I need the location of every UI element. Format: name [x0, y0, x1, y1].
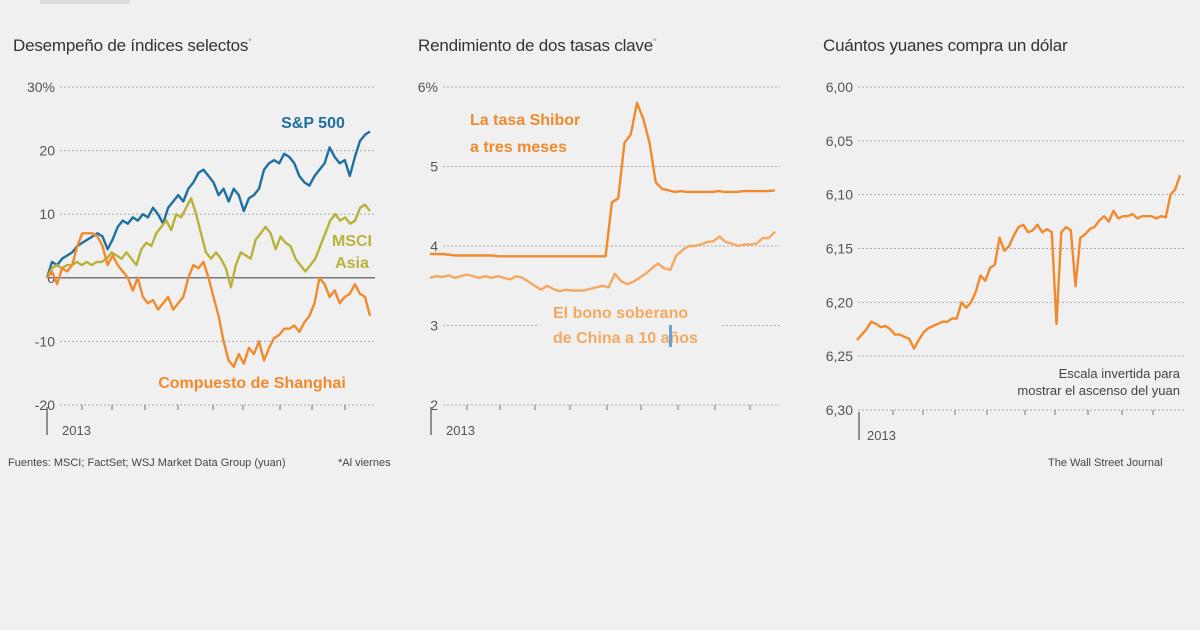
series-label: Compuesto de Shanghai	[158, 375, 346, 392]
y-tick-label: 6%	[418, 79, 438, 95]
chart-2: 6% 5 4 3 2 2013 La tasa Shibor a tres meses El b…	[418, 79, 780, 438]
y-tick-label: 6,00	[826, 79, 853, 95]
y-tick-label: 10	[39, 206, 55, 222]
chart-1: 30% 20 10 0 -10 -20 2013 S&P 500 MSCI Asia Compues…	[27, 79, 375, 438]
series-line-la-tasa-shibor-a-tres-meses	[430, 101, 776, 258]
chart-2-title-text: Rendimiento de dos tasas clave	[418, 36, 653, 55]
y-tick-label: 0	[47, 270, 55, 286]
series-label: S&P 500	[281, 115, 345, 132]
x-year-label: 2013	[62, 423, 91, 438]
footnote: *Al viernes	[338, 457, 391, 469]
sources-note: Fuentes: MSCI; FactSet; WSJ Market Data …	[8, 457, 286, 469]
chart-1-title-marker: *	[248, 36, 252, 47]
chart-3-title: Cuántos yuanes compra un dólar	[823, 36, 1068, 56]
inverted-scale-note: mostrar el ascenso del yuan	[1017, 383, 1180, 398]
y-tick-label: -10	[35, 333, 55, 349]
y-tick-label: -20	[35, 397, 55, 413]
chart-3: 6,00 6,05 6,10 6,15 6,20 6,25 6,30 2013 Escala i…	[826, 79, 1185, 443]
y-tick-label: 6,10	[826, 187, 853, 203]
series-label: a tres meses	[470, 139, 567, 156]
chart-3-title-text: Cuántos yuanes compra un dólar	[823, 36, 1068, 55]
y-tick-label: 6,15	[826, 241, 853, 257]
series-line-yuan-por-d-lar	[856, 174, 1182, 350]
chart-1-title-text: Desempeño de índices selectos	[13, 36, 249, 55]
series-label: MSCI	[332, 233, 372, 250]
chart-2-title-marker: *	[652, 36, 657, 47]
wsj-credit: The Wall Street Journal	[1048, 457, 1163, 469]
text-cursor-marker	[669, 325, 672, 347]
x-year-label: 2013	[867, 428, 896, 443]
series-line-compuesto-de-shanghai	[46, 232, 372, 368]
series-line-s-p-500	[45, 130, 371, 279]
chart-1-title: Desempeño de índices selectos*	[13, 36, 252, 56]
y-tick-label: 6,25	[826, 348, 853, 364]
series-label: de China a 10 años	[553, 330, 698, 347]
series-line-msci-asia	[45, 197, 371, 289]
series-label: El bono soberano	[553, 305, 688, 322]
inverted-scale-note: Escala invertida para	[1059, 366, 1181, 381]
y-tick-label: 3	[430, 318, 438, 334]
y-tick-label: 30%	[27, 79, 55, 95]
chart-2-title: Rendimiento de dos tasas clave*	[418, 36, 657, 56]
y-tick-label: 20	[39, 143, 55, 159]
series-line-el-bono-soberano-de-china-a-10-a-os	[429, 230, 776, 293]
y-tick-label: 6,20	[826, 294, 853, 310]
y-tick-label: 6,05	[826, 133, 853, 149]
series-label: La tasa Shibor	[470, 112, 580, 129]
x-year-label: 2013	[446, 423, 475, 438]
series-label: Asia	[335, 255, 369, 272]
y-tick-label: 6,30	[826, 402, 853, 418]
y-tick-label: 4	[430, 238, 438, 254]
y-tick-label: 2	[430, 397, 438, 413]
y-tick-label: 5	[430, 159, 438, 175]
cropped-header-sliver	[40, 0, 130, 4]
